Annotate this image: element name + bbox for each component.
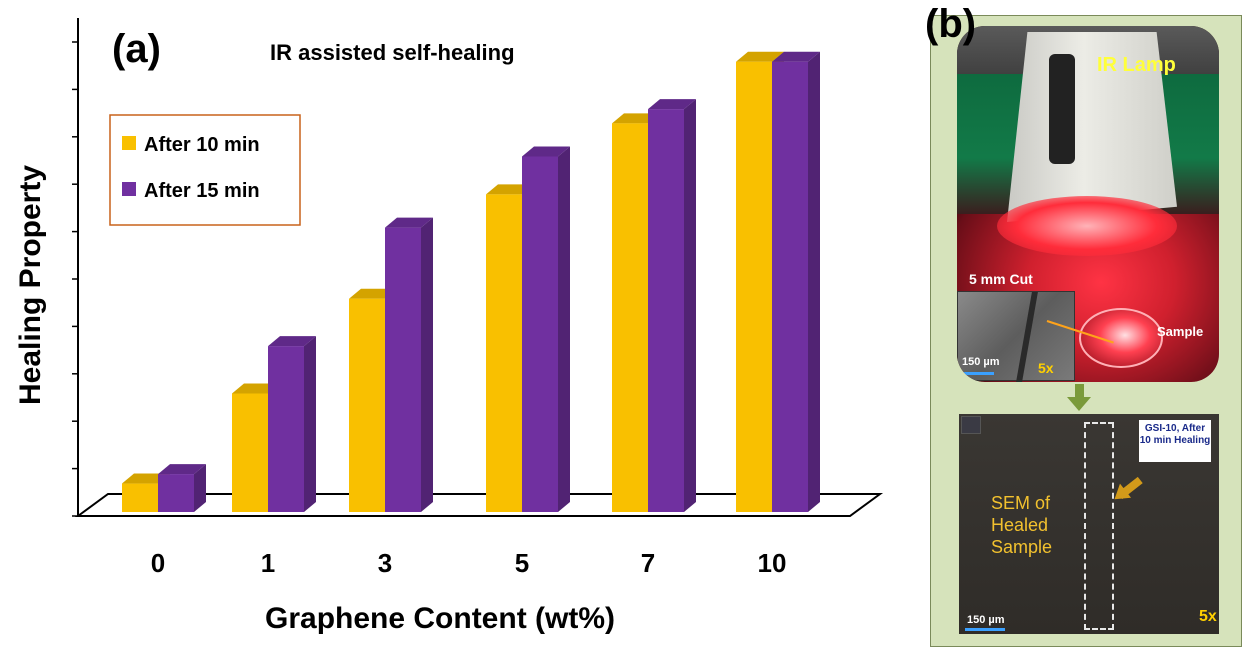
bar-top [268,336,316,347]
cut-inset-image: 150 µm 5x [957,291,1075,382]
inset-scale-label: 150 µm [962,356,1000,368]
sem-image: SEM of Healed Sample GSI-10, After 10 mi… [959,414,1219,634]
legend-label-10min: After 10 min [144,134,260,156]
sem-scale-bar [965,628,1005,631]
chart-title: IR assisted self-healing [270,40,515,65]
panel-b: IR Lamp 5 mm Cut 150 µm 5x Sample SEM of… [930,15,1242,647]
bar-side [421,217,433,512]
sem-scale-label: 150 µm [967,614,1005,626]
legend-swatch-15min [122,182,136,196]
x-tick-label: 1 [261,548,275,578]
bar-15min-3 [385,217,433,512]
bar-top [648,99,696,110]
bar-15min-5 [522,146,570,512]
x-tick-label: 7 [641,548,655,578]
bar-front [648,109,684,512]
bar-15min-1 [268,336,316,512]
sem-corner-square [961,416,981,434]
healed-region-box [1084,422,1114,630]
legend-box [109,114,301,226]
legend-label-15min: After 15 min [144,180,260,202]
lamp-glow [997,196,1177,256]
panel-a-label: (a) [112,27,161,71]
bar-front [772,61,808,512]
bar-front [158,474,194,512]
bar-side [808,51,820,512]
bar-side [194,464,206,512]
bar-front [522,156,558,512]
bar-front [122,483,158,512]
bar-front [486,194,522,513]
sample-label: Sample [1157,324,1204,339]
lamp-handle [1049,54,1075,164]
bar-front [349,298,385,512]
bar-side [304,336,316,512]
bar-top [158,464,206,475]
y-axis-label: Healing Property [14,165,47,405]
cut-label: 5 mm Cut [969,271,1033,287]
bar-top [385,217,433,228]
x-tick-label: 10 [758,548,787,578]
sample-dish [1079,308,1163,368]
cut-crack [1016,292,1038,382]
bar-side [684,99,696,512]
healing-bar-chart: 0 1 3 5 7 10 (a) IR assisted self-healing Gra… [14,18,884,635]
sem-label: SEM of Healed Sample [991,493,1053,557]
ir-lamp-image [1007,32,1177,222]
bar-15min-0 [158,464,206,512]
ir-lamp-photo: IR Lamp 5 mm Cut 150 µm 5x Sample [957,26,1219,382]
bar-side [558,146,570,512]
chart-legend: After 10 min After 15 min [109,114,301,226]
bar-top [522,146,570,157]
bar-15min-10 [772,51,820,512]
sem-magnification: 5x [1199,608,1217,625]
bar-front [232,393,268,512]
bar-top [736,51,784,62]
bar-top [772,51,820,62]
sem-callout: GSI-10, After 10 min Healing [1139,420,1211,462]
legend-swatch-10min [122,136,136,150]
x-tick-label: 5 [515,548,529,578]
x-tick-label: 3 [378,548,392,578]
x-tick-label: 0 [151,548,165,578]
inset-scale-bar [962,372,994,375]
bar-15min-7 [648,99,696,512]
bar-front [736,61,772,512]
ir-lamp-label: IR Lamp [1097,54,1176,76]
x-axis-label: Graphene Content (wt%) [265,602,615,635]
bar-front [385,227,421,512]
inset-magnification: 5x [1038,360,1054,376]
panel-b-label: (b) [925,2,977,46]
bar-front [268,346,304,512]
bar-front [612,123,648,512]
